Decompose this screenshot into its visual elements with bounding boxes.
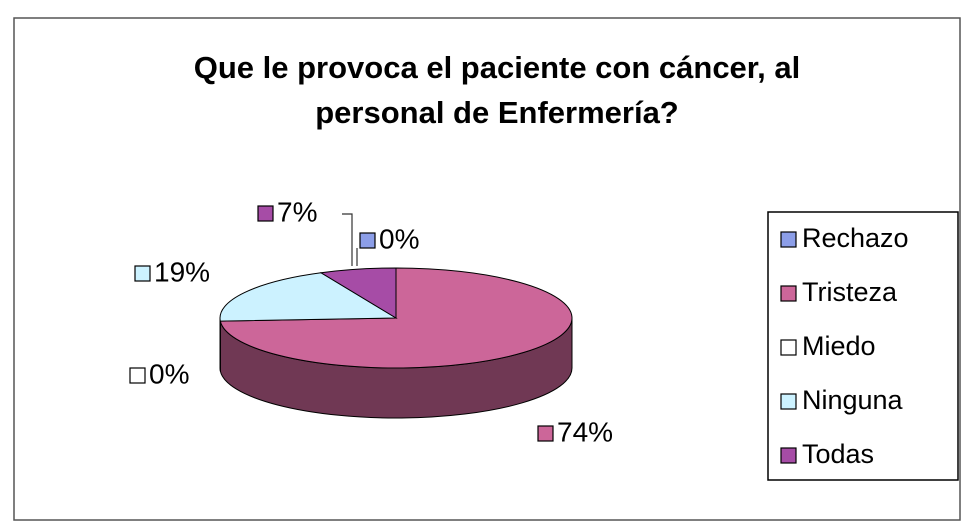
legend-label: Ninguna	[802, 385, 904, 415]
legend-swatch	[780, 447, 797, 464]
pie-slice	[319, 267, 397, 319]
label-swatch	[537, 425, 554, 442]
data-label: 19%	[154, 256, 210, 287]
legend-frame	[767, 211, 959, 481]
pie-slice	[219, 272, 398, 322]
chart-title: Que le provoca el paciente con cáncer, a…	[194, 50, 800, 85]
label-swatch	[359, 232, 376, 249]
data-label: 0%	[149, 358, 189, 389]
legend-swatch	[780, 339, 797, 356]
leader-line	[342, 213, 353, 266]
legend-label: Rechazo	[802, 223, 909, 253]
pie	[219, 267, 573, 419]
legend-label: Todas	[802, 439, 874, 469]
legend-label: Miedo	[802, 331, 876, 361]
legend-label: Tristeza	[802, 277, 898, 307]
legend-swatch	[780, 231, 797, 248]
chart-title: personal de Enfermería?	[315, 95, 679, 130]
label-swatch	[134, 265, 151, 282]
legend-swatch	[780, 285, 797, 302]
label-swatch	[257, 205, 274, 222]
label-swatch	[129, 367, 146, 384]
data-label: 74%	[557, 416, 613, 447]
legend-swatch	[780, 393, 797, 410]
data-label: 0%	[379, 223, 419, 254]
data-label: 7%	[277, 196, 317, 227]
